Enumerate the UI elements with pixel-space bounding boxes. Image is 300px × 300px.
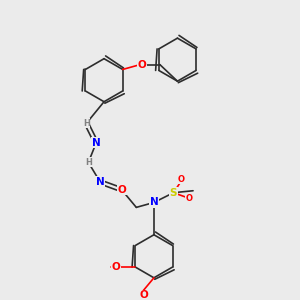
Text: N: N	[92, 138, 100, 148]
Text: O: O	[186, 194, 193, 203]
Text: O: O	[138, 60, 147, 70]
Text: O: O	[111, 262, 120, 272]
Text: O: O	[117, 185, 126, 195]
Text: O: O	[140, 290, 148, 300]
Text: H: H	[83, 119, 90, 128]
Text: H: H	[85, 158, 92, 167]
Text: S: S	[170, 188, 177, 198]
Text: N: N	[96, 177, 104, 187]
Text: N: N	[149, 197, 158, 208]
Text: O: O	[178, 175, 185, 184]
